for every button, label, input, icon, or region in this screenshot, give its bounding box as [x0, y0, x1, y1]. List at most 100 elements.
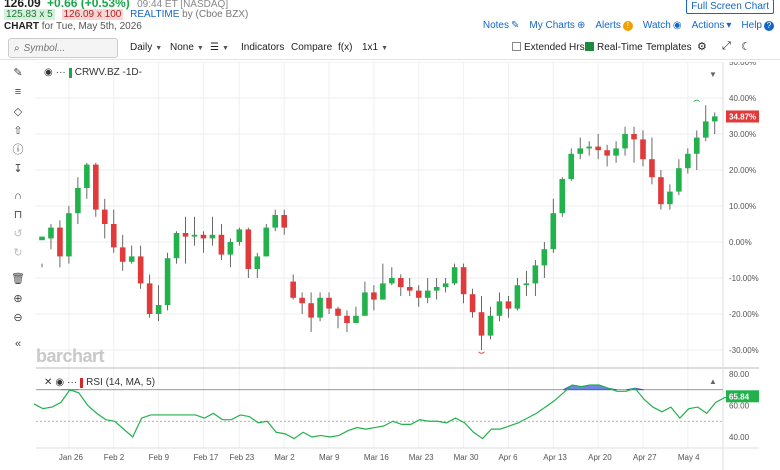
edit-icon: ✎ — [510, 20, 520, 31]
candle-body — [227, 242, 234, 255]
rsi-color-swatch — [80, 377, 84, 388]
more-icon[interactable]: ··· — [55, 67, 66, 78]
layout-dropdown[interactable]: 1x1 ▼ — [362, 42, 388, 53]
y-tick-label: 30.00% — [729, 130, 756, 139]
candle-body — [424, 290, 431, 298]
watch-label: Watch — [642, 20, 671, 31]
candle-body — [685, 153, 691, 169]
redo-icon[interactable]: ↻ — [13, 247, 23, 259]
candle-body — [559, 179, 566, 214]
price-panel — [36, 62, 723, 366]
fx-button[interactable]: f(x) — [338, 42, 353, 53]
candle-body — [101, 209, 108, 224]
price-legend: ◉ ··· CRWV.BZ -1D- — [44, 67, 142, 78]
x-tick-label: Apr 20 — [588, 453, 612, 462]
chart-date: for Tue, May 5th, 2026 — [41, 21, 142, 32]
more-icon[interactable]: ··· — [67, 377, 78, 388]
actions-menu[interactable]: Actions ▾ — [692, 20, 732, 31]
y-tick-label: -20.00% — [729, 310, 759, 319]
rsi-tick-label: 80.00 — [729, 370, 750, 379]
symbol-search-input[interactable] — [23, 42, 114, 54]
candle-body — [505, 301, 512, 309]
candle-body — [613, 148, 619, 156]
real-time-toggle[interactable]: Real-Time — [585, 42, 643, 53]
candle-body — [415, 290, 422, 298]
eye-icon[interactable]: ◉ — [55, 377, 65, 388]
drawing-toolbar: ✎ ≡ ◇ ⇧ ⓘ ↧ ∩ ⊓ ↺ ↻ 🗑 ⊕ ⊖ « — [0, 62, 34, 470]
chevron-up-icon[interactable]: ▲ — [709, 377, 717, 386]
price-legend-label: CRWV.BZ -1D- — [74, 67, 142, 78]
price-chart[interactable]: 50.00% 40.00% 30.00% 20.00% 10.00% 0.00% -10.0… — [34, 62, 760, 470]
candle-body — [326, 297, 332, 309]
help-link[interactable]: Help? — [741, 20, 774, 31]
full-screen-chart-button[interactable]: Full Screen Chart — [686, 0, 774, 14]
extended-hours-toggle[interactable]: Extended Hrs — [512, 42, 585, 53]
candle-body — [254, 256, 261, 269]
symbol-search[interactable]: ⌕ — [8, 38, 118, 58]
pencil-icon[interactable]: ✎ — [13, 67, 23, 79]
watch-link[interactable]: Watch ◉ — [643, 20, 682, 31]
candle-body — [281, 215, 287, 228]
candle-body — [667, 191, 673, 205]
my-charts-link[interactable]: My Charts ⊕ — [529, 20, 585, 31]
eye-icon[interactable]: ◉ — [44, 67, 53, 78]
chevron-down-icon[interactable]: ▼ — [709, 70, 717, 79]
expand-icon[interactable]: ⤢ — [722, 40, 731, 52]
chevron-down-icon: ▾ — [726, 20, 732, 31]
candle-body — [128, 256, 135, 262]
overlay-dropdown[interactable]: None ▼ — [170, 42, 204, 53]
zoom-in-icon[interactable]: ⊕ — [13, 293, 23, 305]
measure-icon[interactable]: ↧ — [13, 163, 23, 175]
candle-body — [460, 267, 467, 295]
interval-dropdown[interactable]: Daily ▼ — [130, 42, 162, 53]
x-tick-label: Mar 2 — [274, 453, 295, 462]
dark-mode-icon[interactable]: ☾ — [741, 41, 751, 53]
real-time-label: Real-Time — [597, 42, 643, 53]
candle-body — [93, 164, 99, 210]
chart-type-dropdown[interactable]: ☰ ▼ — [210, 42, 229, 53]
indicators-button[interactable]: Indicators — [241, 42, 285, 53]
candle-body — [523, 283, 530, 286]
x-tick-label: Mar 16 — [364, 453, 389, 462]
arrow-up-icon[interactable]: ⇧ — [13, 125, 23, 137]
candle-body — [66, 213, 72, 257]
help-icon: ? — [764, 21, 774, 31]
x-tick-label: Feb 23 — [229, 453, 254, 462]
trash-icon[interactable]: 🗑 — [11, 273, 25, 285]
candle-body — [39, 236, 45, 241]
candle-body — [577, 148, 583, 154]
realtime-label[interactable]: REALTIME — [130, 9, 180, 20]
chevron-down-icon: ▼ — [381, 45, 389, 52]
magnet-icon[interactable]: ∩ — [14, 190, 22, 202]
high-marker — [693, 99, 701, 102]
candle-body — [631, 134, 637, 140]
quote-time: 09:44 ET [NASDAQ] — [137, 0, 229, 10]
bid-value: 125.83 x 5 — [4, 9, 55, 20]
layout-label: 1x1 — [362, 42, 379, 53]
close-icon[interactable]: ✕ — [44, 377, 53, 388]
candle-body — [478, 312, 485, 336]
candle-body — [487, 315, 494, 336]
chart-date-line: CHART for Tue, May 5th, 2026 — [4, 21, 142, 32]
collapse-icon[interactable]: « — [14, 338, 22, 350]
candle-body — [442, 283, 449, 287]
shape-icon[interactable]: ◇ — [13, 106, 23, 118]
x-tick-label: Apr 6 — [498, 453, 518, 462]
compare-button[interactable]: Compare — [291, 42, 333, 53]
info-icon[interactable]: ⓘ — [12, 144, 24, 156]
x-tick-label: Jan 26 — [59, 453, 84, 462]
candle-body — [155, 305, 162, 314]
candle-body — [550, 213, 557, 250]
undo-icon[interactable]: ↺ — [13, 228, 23, 240]
templates-button[interactable]: Templates — [646, 42, 692, 53]
alerts-link[interactable]: Alerts! — [595, 20, 633, 31]
fibonacci-icon[interactable]: ≡ — [14, 86, 22, 98]
candle-body — [317, 297, 323, 318]
notes-link[interactable]: Notes ✎ — [483, 20, 520, 31]
x-tick-label: Feb 2 — [104, 453, 125, 462]
settings-gear-icon[interactable]: ⚙ — [697, 41, 707, 53]
lock-icon[interactable]: ⊓ — [13, 209, 23, 221]
candle-body — [236, 229, 243, 242]
zoom-out-icon[interactable]: ⊖ — [13, 312, 23, 324]
candle-body — [676, 168, 682, 192]
